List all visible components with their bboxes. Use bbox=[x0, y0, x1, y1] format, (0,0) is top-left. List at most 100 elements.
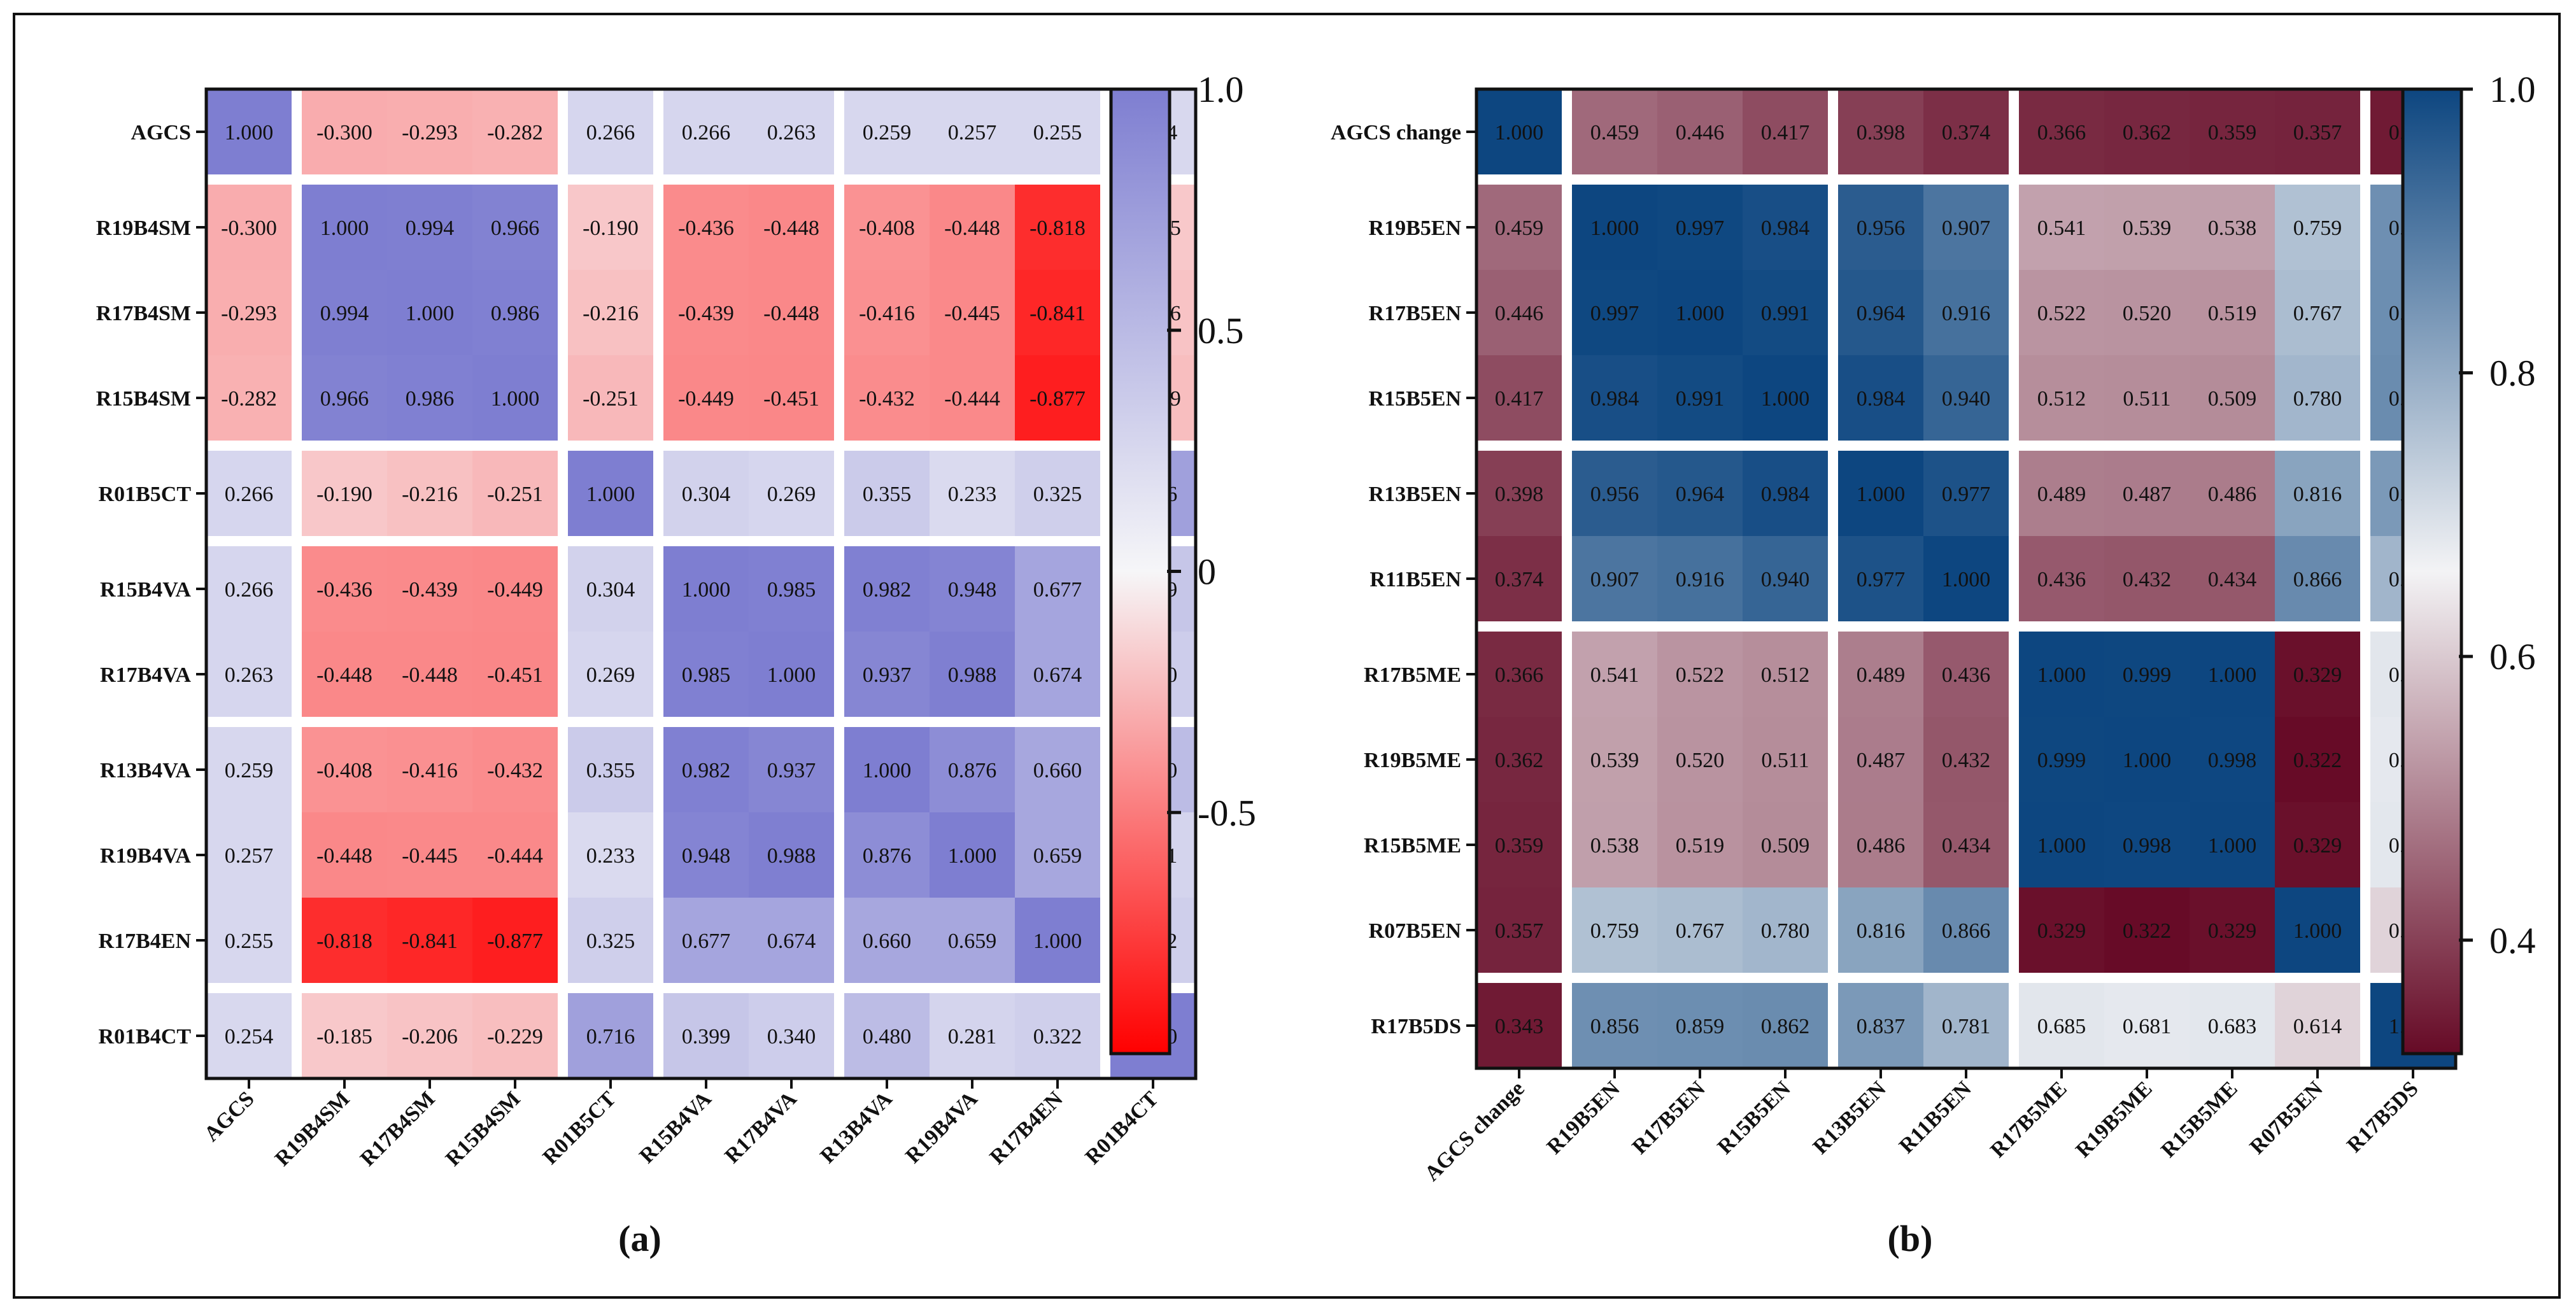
cell-value-label: 1.000 bbox=[682, 578, 731, 602]
cell-value-label: 0.329 bbox=[2208, 919, 2257, 943]
cell-value-label: 0.677 bbox=[682, 929, 731, 953]
heatmap-cell bbox=[2190, 355, 2275, 441]
heatmap-cell bbox=[1743, 185, 1828, 270]
cell-value-label: 0.436 bbox=[2037, 568, 2086, 591]
row-label: R17B5DS bbox=[1371, 1015, 1461, 1038]
cell-value-label: 0.991 bbox=[1761, 302, 1810, 325]
heatmap-cell bbox=[2190, 983, 2275, 1068]
cell-value-label: 0.986 bbox=[491, 302, 540, 325]
cell-value-label: 0.486 bbox=[2208, 483, 2257, 506]
panel-label: (b) bbox=[1888, 1218, 1933, 1259]
cell-value-label: 1.000 bbox=[1033, 929, 1082, 953]
cell-value-label: 0.359 bbox=[1495, 834, 1544, 858]
colorbar-tick-label: 0.5 bbox=[1198, 310, 1244, 351]
heatmap-cell bbox=[568, 89, 653, 174]
cell-value-label: -0.300 bbox=[316, 121, 372, 145]
heatmap-cell bbox=[302, 89, 387, 174]
heatmap-cell bbox=[568, 451, 653, 536]
heatmap-cell bbox=[930, 355, 1015, 441]
heatmap-cell bbox=[1657, 983, 1743, 1068]
cell-value-label: -0.408 bbox=[859, 216, 915, 240]
cell-value-label: 0.977 bbox=[1942, 483, 1991, 506]
heatmap-cell bbox=[2104, 632, 2190, 717]
cell-value-label: 1.000 bbox=[2208, 663, 2257, 687]
cell-value-label: 0.259 bbox=[225, 759, 274, 782]
cell-value-label: -0.445 bbox=[944, 302, 1000, 325]
cell-value-label: -0.416 bbox=[402, 759, 458, 782]
cell-value-label: 0.988 bbox=[948, 663, 997, 687]
cell-value-label: -0.451 bbox=[487, 663, 543, 687]
cell-value-label: -0.439 bbox=[678, 302, 734, 325]
heatmap-cell bbox=[2104, 887, 2190, 973]
heatmap-cell bbox=[663, 546, 749, 632]
cell-value-label: 0.512 bbox=[1761, 663, 1810, 687]
heatmap-cell bbox=[387, 632, 472, 717]
heatmap-cell bbox=[302, 546, 387, 632]
heatmap-cell bbox=[1923, 185, 2009, 270]
cell-value-label: 0.956 bbox=[1590, 483, 1639, 506]
row-label: R15B4VA bbox=[100, 578, 191, 602]
heatmap-cell bbox=[387, 812, 472, 898]
heatmap-cell bbox=[2275, 536, 2360, 621]
heatmap-cell bbox=[1572, 887, 1657, 973]
heatmap-cell bbox=[2104, 802, 2190, 887]
cell-value-label: 0.674 bbox=[1033, 663, 1082, 687]
cell-value-label: 0.716 bbox=[586, 1025, 635, 1049]
cell-value-label: 0.329 bbox=[2293, 663, 2342, 687]
heatmap-cell bbox=[1743, 451, 1828, 536]
cell-value-label: -0.448 bbox=[763, 216, 819, 240]
heatmap-cell bbox=[1657, 451, 1743, 536]
heatmap-cell bbox=[1015, 185, 1100, 270]
cell-value-label: 0.357 bbox=[1495, 919, 1544, 943]
heatmap-cell bbox=[387, 546, 472, 632]
column-label: R15B5EN bbox=[1713, 1077, 1795, 1159]
cell-value-label: 0.322 bbox=[2123, 919, 2172, 943]
heatmap-cell bbox=[568, 993, 653, 1078]
heatmap-cell bbox=[2019, 355, 2104, 441]
cell-value-label: 0.916 bbox=[1676, 568, 1725, 591]
cell-value-label: -0.818 bbox=[1030, 216, 1086, 240]
cell-value-label: -0.448 bbox=[316, 844, 372, 868]
heatmap-cell bbox=[2275, 185, 2360, 270]
heatmap-cell bbox=[930, 993, 1015, 1078]
cell-value-label: 0.986 bbox=[406, 387, 455, 411]
cell-value-label: -0.451 bbox=[763, 387, 819, 411]
heatmap-cell bbox=[2019, 185, 2104, 270]
heatmap-cell bbox=[1015, 270, 1100, 355]
cell-value-label: 0.956 bbox=[1857, 216, 1906, 240]
heatmap-cell bbox=[844, 89, 930, 174]
row-label: R15B5ME bbox=[1364, 834, 1461, 858]
cell-value-label: -0.448 bbox=[763, 302, 819, 325]
heatmap-cell bbox=[302, 355, 387, 441]
cell-value-label: -0.444 bbox=[487, 844, 543, 868]
colorbar-tick-label: 1.0 bbox=[2489, 69, 2536, 110]
heatmap-cell bbox=[1923, 536, 2009, 621]
cell-value-label: 0.355 bbox=[863, 483, 912, 506]
cell-value-label: 0.519 bbox=[2208, 302, 2257, 325]
row-label: R19B5EN bbox=[1369, 216, 1462, 240]
heatmap-cell bbox=[568, 355, 653, 441]
heatmap-cell bbox=[302, 270, 387, 355]
heatmap-cell bbox=[206, 993, 292, 1078]
column-label: R13B4VA bbox=[816, 1087, 897, 1168]
cell-value-label: 0.948 bbox=[682, 844, 731, 868]
cell-value-label: -0.282 bbox=[487, 121, 543, 145]
cell-value-label: 0.459 bbox=[1590, 121, 1639, 145]
cell-value-label: 0.374 bbox=[1942, 121, 1991, 145]
cell-value-label: -0.877 bbox=[1030, 387, 1086, 411]
row-label: R13B5EN bbox=[1369, 483, 1462, 506]
heatmap-cell bbox=[1657, 89, 1743, 174]
cell-value-label: 0.325 bbox=[586, 929, 635, 953]
cell-value-label: 0.446 bbox=[1495, 302, 1544, 325]
heatmap-cell bbox=[206, 451, 292, 536]
heatmap-cell bbox=[206, 355, 292, 441]
heatmap-cell bbox=[472, 898, 558, 983]
heatmap-cell bbox=[1476, 802, 1562, 887]
cell-value-label: 0.816 bbox=[1857, 919, 1906, 943]
column-label: R15B5ME bbox=[2156, 1077, 2242, 1162]
column-label: AGCS change bbox=[1420, 1077, 1529, 1185]
heatmap-cell bbox=[568, 898, 653, 983]
heatmap-cell bbox=[2190, 536, 2275, 621]
cell-value-label: 1.000 bbox=[1761, 387, 1810, 411]
